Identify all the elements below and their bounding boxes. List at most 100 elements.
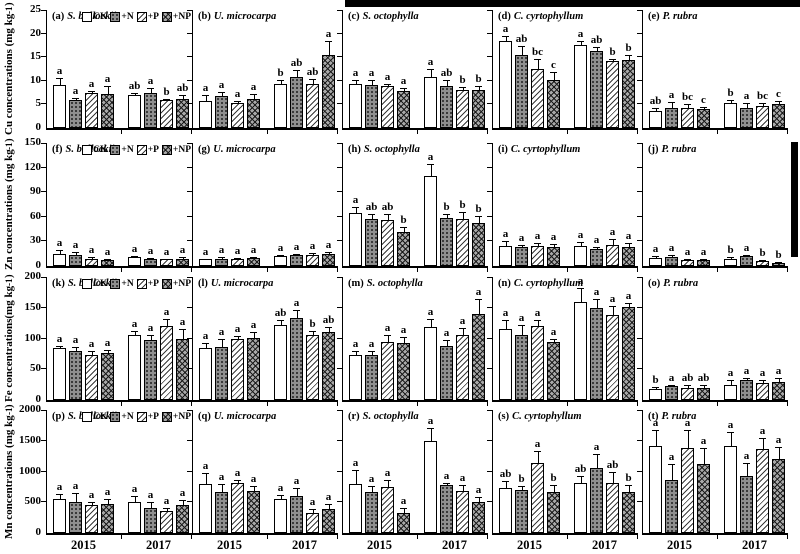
error-bar — [699, 106, 708, 109]
significance-letter: b — [400, 213, 407, 226]
y-tick-label: 0 — [35, 121, 42, 133]
bar-plus-P-2015 — [531, 326, 544, 400]
significance-letter: a — [88, 244, 95, 257]
error-bar — [351, 351, 360, 355]
x-tick — [191, 402, 192, 406]
y-tick — [637, 32, 642, 34]
x-tick — [121, 535, 122, 539]
error-bar — [233, 480, 242, 483]
y-tick — [637, 410, 642, 411]
y-tick — [487, 337, 492, 339]
error-bar-stem — [762, 260, 764, 262]
significance-letter: ab — [515, 33, 528, 46]
y-tick — [337, 32, 342, 34]
error-bar-stem — [107, 259, 109, 261]
panel-tag: (b) — [198, 11, 211, 22]
error-bar-stem — [762, 103, 764, 106]
error-bar — [249, 485, 258, 492]
species-name: P. rubra — [661, 144, 697, 155]
error-bar-stem — [182, 499, 184, 506]
y-tick — [487, 240, 492, 242]
y-tick — [487, 32, 492, 34]
error-bar-stem — [687, 385, 689, 388]
error-bar-stem — [237, 257, 239, 259]
y-tick — [637, 103, 642, 105]
error-bar-stem — [253, 485, 255, 492]
significance-letter: a — [593, 440, 600, 453]
y-tick-label: 30 — [30, 234, 41, 247]
x-tick — [267, 535, 268, 539]
y-tick — [637, 240, 642, 242]
significance-letter: a — [684, 246, 691, 259]
error-bar — [533, 243, 542, 247]
bar-plus-P-2017 — [606, 315, 619, 400]
error-bar-stem — [462, 211, 464, 220]
species-name: C. cyrtophyllum — [513, 278, 584, 289]
bar-plus-P-2015 — [381, 220, 394, 266]
bar-CK-2015 — [53, 253, 66, 266]
y-tick — [187, 306, 192, 308]
bar-plus-NP-2015 — [247, 337, 260, 400]
y-tick-label: 1500 — [19, 433, 41, 446]
error-bar-stem — [596, 46, 598, 51]
bar-plus-P-2015 — [85, 93, 98, 128]
y-tick — [337, 470, 342, 472]
legend-item-CK: CK — [82, 279, 107, 289]
significance-letter: ab — [306, 65, 319, 78]
significance-letter: ab — [649, 95, 662, 108]
y-tick — [487, 306, 492, 308]
error-bar-stem — [446, 213, 448, 218]
bar-plus-NP-2015 — [547, 492, 560, 533]
bar-plus-N-2015 — [215, 491, 228, 533]
error-bar — [383, 479, 392, 487]
bar-plus-N-2017 — [290, 76, 303, 128]
error-bar-stem — [237, 480, 239, 483]
error-bar-stem — [403, 226, 405, 232]
error-bar — [55, 77, 64, 85]
panel-g: (g) U. microcarpa a a a a a a a a — [187, 143, 338, 272]
significance-letter: a — [202, 81, 209, 94]
bar-CK-2015 — [53, 84, 66, 128]
legend-label: CK — [93, 145, 108, 155]
panel-f: 0 30 60 90 120 150 (f) S. bullockii CK +N +P +NP a a a… — [25, 136, 192, 272]
significance-letter: a — [743, 449, 750, 462]
significance-letter: a — [293, 240, 300, 253]
significance-letter: a — [250, 243, 257, 256]
panel-title: (d) C. cyrtophyllum — [498, 11, 583, 22]
x-axis-year-label: 2017 — [146, 538, 171, 552]
bar-plus-P-2015 — [85, 258, 98, 266]
x-tick — [637, 130, 638, 134]
legend-label: +NP — [172, 12, 191, 22]
error-bar-stem — [537, 450, 539, 463]
significance-letter: a — [56, 237, 63, 250]
bar-plus-P-2017 — [306, 334, 319, 400]
y-tick — [41, 501, 46, 503]
x-tick — [487, 268, 488, 272]
error-bar-stem — [91, 91, 93, 94]
error-bar — [103, 498, 112, 505]
y-tick — [187, 277, 192, 278]
error-bar-stem — [612, 305, 614, 316]
y-tick — [187, 410, 192, 411]
species-name: C. cyrtophyllum — [512, 411, 582, 422]
error-bar-stem — [730, 380, 732, 385]
y-tick — [637, 337, 642, 339]
bar-plus-N-2015 — [69, 502, 82, 533]
x-tick — [191, 535, 192, 539]
legend-item-plus-N: +N — [110, 412, 134, 422]
species-name: S. bullockii — [67, 411, 117, 422]
bar-plus-NP-2017 — [622, 59, 635, 128]
error-bar — [651, 429, 660, 446]
panel-title: (p) S. bullockii — [52, 411, 117, 422]
x-tick — [267, 402, 268, 406]
error-bar-stem — [521, 244, 523, 248]
bar-plus-P-2017 — [606, 244, 619, 266]
x-tick — [637, 268, 638, 272]
x-tick — [567, 130, 568, 134]
error-bar — [517, 324, 526, 336]
significance-letter: a — [684, 417, 691, 430]
error-bar-stem — [655, 387, 657, 389]
significance-letter: a — [743, 90, 750, 103]
y-tick-label: 100 — [24, 331, 42, 344]
error-bar-stem — [703, 448, 705, 464]
